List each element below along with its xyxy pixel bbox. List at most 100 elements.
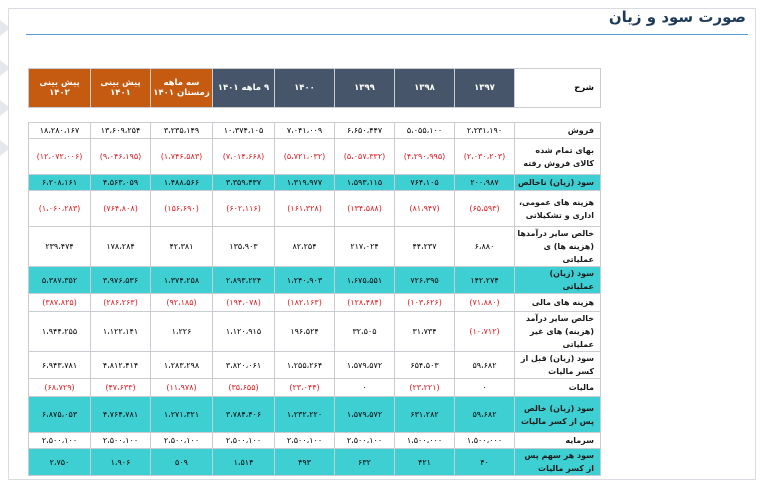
- column-header-7: پیش بینی ۱۴۰۲: [28, 68, 91, 108]
- table-cell: ۳،۸۲۰،۰۶۱: [212, 351, 275, 379]
- table-cell: (۱۰۳،۶۲۶): [394, 293, 455, 312]
- table-cell: (۲۳،۲۲۱): [394, 378, 455, 397]
- row-label: بهای تمام شده کالای فروش رفته: [514, 138, 601, 175]
- table-cell: ۴۹۳: [274, 448, 335, 476]
- table-cell: ۵۰۹: [150, 448, 213, 476]
- row-label: هزینه های عمومی، اداری و تشکیلاتی: [514, 190, 601, 227]
- row-label: خالص سایر درآمدها (هزینه ها) ی عملیاتی: [514, 226, 601, 267]
- row-label: مالیات: [514, 378, 601, 397]
- table-row: فروش ۲،۲۳۱،۱۹۰ ۵،۰۵۵،۱۰۰ ۶،۶۵۰،۴۴۷ ۷،۰۴۱،۰۰۹…: [28, 122, 601, 139]
- table-cell: ۲،۷۵۰: [28, 448, 91, 476]
- table-cell: ۳،۲۳۵،۱۴۹: [150, 122, 213, 139]
- table-cell: ۱،۱۲۰،۹۱۵: [212, 311, 275, 352]
- table-cell: ۰: [454, 378, 515, 397]
- column-header-description: شرح: [514, 68, 601, 108]
- table-cell: ۶،۸۸۰: [454, 226, 515, 267]
- row-label: سرمایه: [514, 432, 601, 449]
- table-cell: ۳،۷۸۴،۴۰۶: [212, 396, 275, 433]
- table-cell: (۱،۰۶۰،۲۸۳): [28, 190, 91, 227]
- table-row: سود (زیان) ناخالص ۲۰۰،۹۸۷ ۷۶۴،۱۰۵ ۱،۵۹۳،۱۱۵…: [28, 174, 601, 191]
- table-cell: ۲،۵۰۰،۱۰۰: [150, 432, 213, 449]
- table-row: سود (زیان) قبل از کسر مالیات ۵۹،۶۸۲ ۶۵۴،۵۰…: [28, 351, 601, 379]
- table-cell: (۱۱،۹۷۸): [150, 378, 213, 397]
- table-cell: ۱،۹۴۴،۲۵۵: [28, 311, 91, 352]
- table-cell: ۶۳۲: [334, 448, 395, 476]
- table-row: سود (زیان) عملیاتی ۱۴۲،۲۷۴ ۷۲۶،۳۹۵ ۱،۶۷۵،۵۵…: [28, 266, 601, 294]
- table-row: هزینه های مالی (۷۱،۸۸۰) (۱۰۳،۶۲۶) (۱۲۸،۴۸۴)…: [28, 293, 601, 312]
- table-cell: ۴،۷۶۴،۷۸۱: [90, 396, 151, 433]
- table-cell: (۱۰،۷۱۲): [454, 311, 515, 352]
- table-cell: (۲۳،۰۴۴): [274, 378, 335, 397]
- column-header-6: پیش بینی ۱۴۰۱: [90, 68, 151, 108]
- table-cell: ۶۳۱،۲۸۲: [394, 396, 455, 433]
- table-cell: ۱۳۵،۹۰۳: [212, 226, 275, 267]
- table-cell: ۲،۵۰۰،۱۰۰: [212, 432, 275, 449]
- column-header-1: ۱۳۹۸: [394, 68, 455, 108]
- table-cell: ۱،۵۷۹،۵۷۲: [334, 351, 395, 379]
- table-cell: ۱،۲۴۰،۹۰۳: [274, 266, 335, 294]
- table-cell: ۱،۵۷۹،۵۷۲: [334, 396, 395, 433]
- table-cell: ۱۴۲،۲۷۴: [454, 266, 515, 294]
- table-cell: ۸۲،۲۵۴: [274, 226, 335, 267]
- table-cell: (۱۹۴،۰۷۸): [212, 293, 275, 312]
- table-cell: ۱۰،۳۷۴،۱۰۵: [212, 122, 275, 139]
- table-cell: ۴۴،۲۳۷: [394, 226, 455, 267]
- spacer-row: [28, 107, 601, 123]
- table-cell: ۷۲۶،۳۹۵: [394, 266, 455, 294]
- table-cell: ۷۶۴،۱۰۵: [394, 174, 455, 191]
- table-cell: ۲۳۹،۴۷۴: [28, 226, 91, 267]
- table-cell: ۲۱۷،۰۲۴: [334, 226, 395, 267]
- table-cell: ۱،۲۲۶: [150, 311, 213, 352]
- table-cell: (۵،۰۵۷،۳۳۲): [334, 138, 395, 175]
- table-cell: ۱،۲۳۲،۲۲۰: [274, 396, 335, 433]
- table-cell: ۱،۶۷۵،۵۵۱: [334, 266, 395, 294]
- table-cell: ۳،۳۵۹،۴۳۷: [212, 174, 275, 191]
- row-label: هزینه های مالی: [514, 293, 601, 312]
- table-cell: (۱۵۶،۶۹۰): [150, 190, 213, 227]
- table-cell: (۵،۷۲۱،۰۳۲): [274, 138, 335, 175]
- table-cell: ۱۳،۶۰۹،۲۵۴: [90, 122, 151, 139]
- table-cell: ۱،۳۷۴،۲۵۸: [150, 266, 213, 294]
- table-cell: ۶،۹۴۳،۷۸۱: [28, 351, 91, 379]
- table-cell: (۱۸۲،۱۶۳): [274, 293, 335, 312]
- table-cell: ۶۵۴،۵۰۳: [394, 351, 455, 379]
- table-cell: ۲،۵۰۰،۱۰۰: [334, 432, 395, 449]
- table-cell: (۳۸۷،۸۲۵): [28, 293, 91, 312]
- table-cell: ۴۲۱: [394, 448, 455, 476]
- table-cell: ۳۱،۷۳۴: [394, 311, 455, 352]
- table-cell: (۷۱،۸۸۰): [454, 293, 515, 312]
- table-cell: ۶،۸۷۵،۰۵۳: [28, 396, 91, 433]
- table-cell: (۶۸،۷۲۹): [28, 378, 91, 397]
- row-label: سود (زیان) ناخالص: [514, 174, 601, 191]
- table-header-row: شرح ۱۳۹۷ ۱۳۹۸ ۱۳۹۹ ۱۴۰۰ ۹ ماهه ۱۴۰۱ سه ماهه زم…: [28, 68, 601, 108]
- table-cell: (۱۶۱،۳۲۸): [274, 190, 335, 227]
- table-cell: (۱۳۴،۵۸۸): [334, 190, 395, 227]
- table-cell: ۳،۹۷۶،۵۳۶: [90, 266, 151, 294]
- table-cell: ۱،۲۸۳،۲۹۸: [150, 351, 213, 379]
- table-cell: (۶۵،۵۹۳): [454, 190, 515, 227]
- table-cell: ۲،۲۳۱،۱۹۰: [454, 122, 515, 139]
- table-cell: ۱۹۶،۵۲۴: [274, 311, 335, 352]
- page-title: صورت سود و زیان: [608, 8, 746, 26]
- table-cell: ۱،۳۱۹،۹۷۷: [274, 174, 335, 191]
- table-cell: ۱،۵۹۳،۱۱۵: [334, 174, 395, 191]
- column-header-2: ۱۳۹۹: [334, 68, 395, 108]
- table-cell: ۶،۶۵۰،۴۴۷: [334, 122, 395, 139]
- row-label: خالص سایر درآمد (هزینه) های غیر عملیاتی: [514, 311, 601, 352]
- table-cell: (۴۷،۶۳۳): [90, 378, 151, 397]
- income-statement-table: شرح ۱۳۹۷ ۱۳۹۸ ۱۳۹۹ ۱۴۰۰ ۹ ماهه ۱۴۰۱ سه ماهه زم…: [28, 68, 601, 476]
- table-cell: ۱،۲۵۵،۲۶۴: [274, 351, 335, 379]
- column-header-0: ۱۳۹۷: [454, 68, 515, 108]
- table-cell: (۱،۷۴۶،۵۸۳): [150, 138, 213, 175]
- table-cell: (۱۲۸،۴۸۴): [334, 293, 395, 312]
- table-cell: (۳۵،۶۵۵): [212, 378, 275, 397]
- table-cell: ۵،۰۵۵،۱۰۰: [394, 122, 455, 139]
- row-label: سود (زیان) خالص پس از کسر مالیات: [514, 396, 601, 433]
- table-cell: (۹۲،۱۸۵): [150, 293, 213, 312]
- table-cell: ۱،۵۰۰،۰۰۰: [394, 432, 455, 449]
- table-cell: ۱۸،۲۸۰،۱۶۷: [28, 122, 91, 139]
- row-label: سود (زیان) عملیاتی: [514, 266, 601, 294]
- table-cell: (۴،۲۹۰،۹۹۵): [394, 138, 455, 175]
- table-cell: ۲،۵۰۰،۱۰۰: [274, 432, 335, 449]
- table-row: مالیات ۰ (۲۳،۲۲۱) ۰ (۲۳،۰۴۴) (۳۵،۶۵۵) (۱۱،۹۷۸)…: [28, 378, 601, 397]
